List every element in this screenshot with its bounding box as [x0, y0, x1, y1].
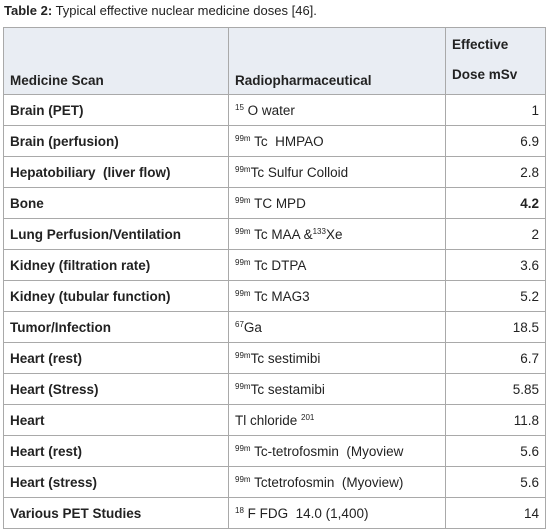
- scan-cell: Kidney (filtration rate): [3, 249, 229, 281]
- scan-cell: Lung Perfusion/Ventilation: [3, 218, 229, 250]
- superscript: 99m: [235, 195, 251, 205]
- pharma-cell: 99mTc sestimibi: [228, 342, 446, 374]
- table-row: Brain (PET) 15 O water 1: [3, 94, 546, 126]
- pharma-cell: 99m Tctetrofosmin (Myoview): [228, 466, 446, 498]
- table-row: Heart (stress) 99m Tctetrofosmin (Myoview…: [3, 466, 546, 498]
- table-row: Heart Tl chloride 201 11.8: [3, 404, 546, 436]
- superscript: 99m: [235, 226, 251, 236]
- pharma-text: Tc MAA &: [250, 226, 313, 242]
- table-body: Medicine Scan Radiopharmaceutical Effect…: [3, 27, 546, 529]
- header-cell: Effective Dose mSv: [445, 27, 546, 95]
- header-line: Effective: [452, 37, 509, 52]
- dose-cell: 3.6: [445, 249, 546, 281]
- scan-cell: Various PET Studies: [3, 497, 229, 529]
- header-cell: Medicine Scan: [3, 27, 229, 95]
- dose-cell: 14: [445, 497, 546, 529]
- dose-cell: 6.9: [445, 125, 546, 157]
- pharma-text: F FDG 14.0 (1,400): [243, 505, 369, 521]
- superscript: 133: [312, 226, 326, 236]
- dose-cell: 2: [445, 218, 546, 250]
- dose-cell: 11.8: [445, 404, 546, 436]
- superscript: 67: [235, 319, 244, 329]
- scan-cell: Bone: [3, 187, 229, 219]
- superscript: 99m: [235, 164, 251, 174]
- dose-cell: 5.2: [445, 280, 546, 312]
- superscript: 99m: [235, 133, 251, 143]
- caption-text: Typical effective nuclear medicine doses…: [55, 3, 317, 18]
- pharma-text: Tctetrofosmin (Myoview): [250, 474, 404, 490]
- scan-cell: Brain (PET): [3, 94, 229, 126]
- scan-cell: Kidney (tubular function): [3, 280, 229, 312]
- table-row: Various PET Studies 18 F FDG 14.0 (1,400)…: [3, 497, 546, 529]
- pharma-text: Tc-tetrofosmin (Myoview: [250, 443, 404, 459]
- scan-cell: Brain (perfusion): [3, 125, 229, 157]
- table-row: Bone 99m TC MPD 4.2: [3, 187, 546, 219]
- superscript: 99m: [235, 350, 251, 360]
- pharma-cell: 99m Tc MAA &133Xe: [228, 218, 446, 250]
- header-cell: Radiopharmaceutical: [228, 27, 446, 95]
- superscript: 201: [301, 412, 315, 422]
- pharma-text: Xe: [325, 226, 343, 242]
- pharma-text: Tc Sulfur Colloid: [250, 164, 349, 180]
- pharma-text: O water: [243, 102, 295, 118]
- pharma-cell: 99m Tc HMPAO: [228, 125, 446, 157]
- dose-cell: 2.8: [445, 156, 546, 188]
- dose-cell: 5.6: [445, 435, 546, 467]
- pharma-text: Tc DTPA: [250, 257, 307, 273]
- pharma-text: Tc HMPAO: [250, 133, 324, 149]
- superscript: 99m: [235, 381, 251, 391]
- pharma-text: Tl chloride: [235, 412, 302, 428]
- scan-cell: Heart (rest): [3, 435, 229, 467]
- scan-cell: Hepatobiliary (liver flow): [3, 156, 229, 188]
- dose-cell: 5.6: [445, 466, 546, 498]
- pharma-cell: 18 F FDG 14.0 (1,400): [228, 497, 446, 529]
- table-row: Brain (perfusion) 99m Tc HMPAO 6.9: [3, 125, 546, 157]
- header-line: Dose mSv: [452, 67, 518, 82]
- table-row: Heart (Stress) 99mTc sestamibi 5.85: [3, 373, 546, 405]
- caption-label: Table 2:: [4, 3, 53, 18]
- superscript: 99m: [235, 474, 251, 484]
- table-caption: Table 2: Typical effective nuclear medic…: [4, 3, 317, 18]
- scan-cell: Tumor/Infection: [3, 311, 229, 343]
- pharma-cell: 99m Tc-tetrofosmin (Myoview: [228, 435, 446, 467]
- table-row: Hepatobiliary (liver flow) 99mTc Sulfur C…: [3, 156, 546, 188]
- superscript: 15: [235, 102, 244, 112]
- pharma-cell: 99mTc sestamibi: [228, 373, 446, 405]
- pharma-cell: 99m Tc DTPA: [228, 249, 446, 281]
- superscript: 99m: [235, 257, 251, 267]
- pharma-cell: 99m Tc MAG3: [228, 280, 446, 312]
- table-row: Lung Perfusion/Ventilation 99m Tc MAA &13…: [3, 218, 546, 250]
- scan-cell: Heart: [3, 404, 229, 436]
- dose-cell: 5.85: [445, 373, 546, 405]
- superscript: 99m: [235, 443, 251, 453]
- table-row: Kidney (filtration rate) 99m Tc DTPA 3.6: [3, 249, 546, 281]
- scan-cell: Heart (Stress): [3, 373, 229, 405]
- table-row: Heart (rest) 99mTc sestimibi 6.7: [3, 342, 546, 374]
- pharma-cell: 67Ga: [228, 311, 446, 343]
- superscript: 18: [235, 505, 244, 515]
- dose-cell: 18.5: [445, 311, 546, 343]
- scan-cell: Heart (rest): [3, 342, 229, 374]
- pharma-text: Tc sestimibi: [250, 350, 321, 366]
- pharma-text: TC MPD: [250, 195, 306, 211]
- dose-cell: 6.7: [445, 342, 546, 374]
- superscript: 99m: [235, 288, 251, 298]
- pharma-cell: Tl chloride 201: [228, 404, 446, 436]
- scan-cell: Heart (stress): [3, 466, 229, 498]
- pharma-cell: 99mTc Sulfur Colloid: [228, 156, 446, 188]
- dose-cell: 1: [445, 94, 546, 126]
- header-row: Medicine Scan Radiopharmaceutical Effect…: [3, 27, 546, 95]
- table-row: Heart (rest) 99m Tc-tetrofosmin (Myoview 5…: [3, 435, 546, 467]
- table-row: Kidney (tubular function) 99m Tc MAG3 5.2: [3, 280, 546, 312]
- dose-cell: 4.2: [445, 187, 546, 219]
- doses-table: Medicine Scan Radiopharmaceutical Effect…: [3, 27, 546, 529]
- pharma-text: Ga: [243, 319, 262, 335]
- pharma-cell: 99m TC MPD: [228, 187, 446, 219]
- table-row: Tumor/Infection 67Ga 18.5: [3, 311, 546, 343]
- pharma-text: Tc MAG3: [250, 288, 310, 304]
- pharma-cell: 15 O water: [228, 94, 446, 126]
- pharma-text: Tc sestamibi: [250, 381, 325, 397]
